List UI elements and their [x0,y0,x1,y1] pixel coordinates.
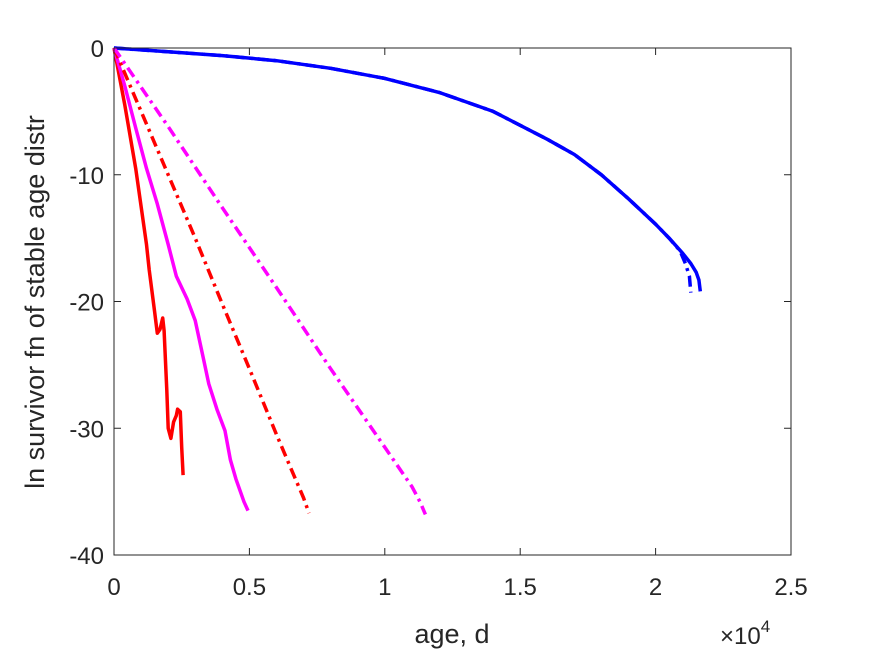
x-tick-label: 2 [649,574,662,601]
x-tick-label: 1.5 [504,574,537,601]
y-tick-label: -30 [69,416,104,443]
series-line-2 [113,46,693,293]
x-multiplier-base: ×10 [720,623,761,650]
y-tick-label: -10 [69,163,104,190]
plot-area [114,48,791,555]
series-layer [112,46,703,516]
series-line-6 [112,47,428,516]
y-axis-label: ln survivor fn of stable age distr [20,115,50,489]
x-multiplier: ×104 [720,617,770,650]
series-line-5 [112,47,311,514]
series-line-3 [112,47,185,476]
y-tick-label: -20 [69,290,104,317]
x-tick-label: 1 [378,574,391,601]
x-axis-label: age, d [414,619,489,649]
ticks-layer: 0 0.5 1 1.5 2 2.5 0 -10 -20 -30 -40 [69,36,807,601]
x-tick-label: 0.5 [233,574,266,601]
y-tick-label: 0 [91,36,104,63]
series-line-1 [113,46,703,292]
series-line-4 [112,47,250,512]
x-tick-label: 2.5 [774,574,807,601]
y-tick-label: -40 [69,543,104,570]
x-tick-label: 0 [107,574,120,601]
x-multiplier-exponent: 4 [761,617,770,636]
